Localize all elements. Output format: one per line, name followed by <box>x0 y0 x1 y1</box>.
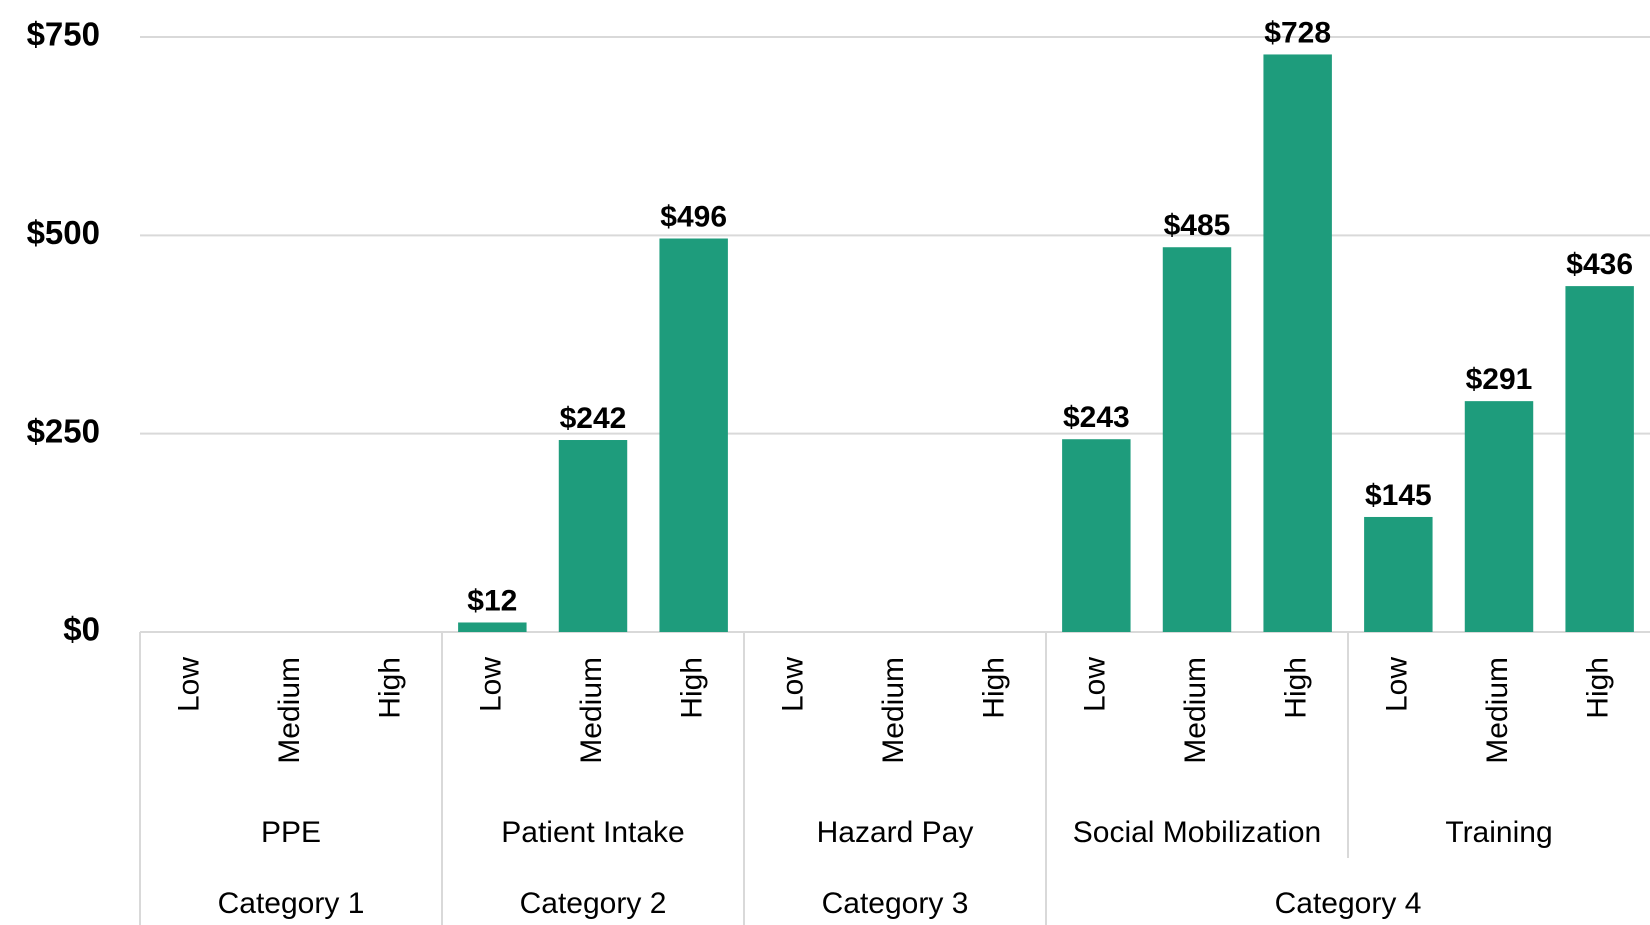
bar <box>659 238 728 633</box>
y-tick-label: $250 <box>27 412 100 449</box>
bar <box>1464 401 1534 632</box>
bar <box>1062 439 1131 632</box>
group-label: Category 1 <box>218 887 365 920</box>
value-label: $436 <box>1566 248 1633 281</box>
subgroup-label: Social Mobilization <box>1073 816 1321 849</box>
value-label: $145 <box>1365 479 1432 512</box>
x-tick-label: High <box>374 657 407 719</box>
value-label: $485 <box>1164 209 1231 242</box>
x-tick-label: Low <box>172 657 205 712</box>
value-label: $728 <box>1264 16 1331 49</box>
x-tick-label: Medium <box>1481 657 1514 764</box>
x-tick-label: Low <box>1078 657 1111 712</box>
bar <box>458 622 527 632</box>
x-tick-label: High <box>676 657 709 719</box>
x-tick-label: Medium <box>1179 657 1212 764</box>
subgroup-label: Training <box>1445 816 1552 849</box>
x-tick-label: Medium <box>273 657 306 764</box>
x-tick-label: Low <box>474 657 507 712</box>
value-label: $12 <box>467 584 517 617</box>
bar <box>1162 247 1232 632</box>
value-label: $496 <box>660 200 727 233</box>
subgroup-label: PPE <box>261 816 321 849</box>
x-tick-label: High <box>978 657 1011 719</box>
x-tick-label: Medium <box>877 657 910 764</box>
value-label: $243 <box>1063 401 1130 434</box>
bar <box>1263 54 1332 633</box>
y-tick-label: $750 <box>27 16 100 53</box>
group-label: Category 3 <box>822 887 969 920</box>
bar <box>1565 286 1634 632</box>
y-tick-label: $0 <box>63 611 100 648</box>
subgroup-label: Patient Intake <box>501 816 684 849</box>
x-tick-label: Medium <box>575 657 608 764</box>
group-label: Category 4 <box>1275 887 1422 920</box>
y-tick-label: $500 <box>27 214 100 251</box>
x-tick-label: Low <box>1380 657 1413 712</box>
x-tick-label: High <box>1280 657 1313 719</box>
x-tick-label: High <box>1582 657 1615 719</box>
value-label: $242 <box>560 402 627 435</box>
group-label: Category 2 <box>520 887 667 920</box>
value-label: $291 <box>1466 363 1533 396</box>
bar <box>558 440 628 632</box>
subgroup-label: Hazard Pay <box>817 816 974 849</box>
bar <box>1364 516 1433 632</box>
x-tick-label: Low <box>776 657 809 712</box>
